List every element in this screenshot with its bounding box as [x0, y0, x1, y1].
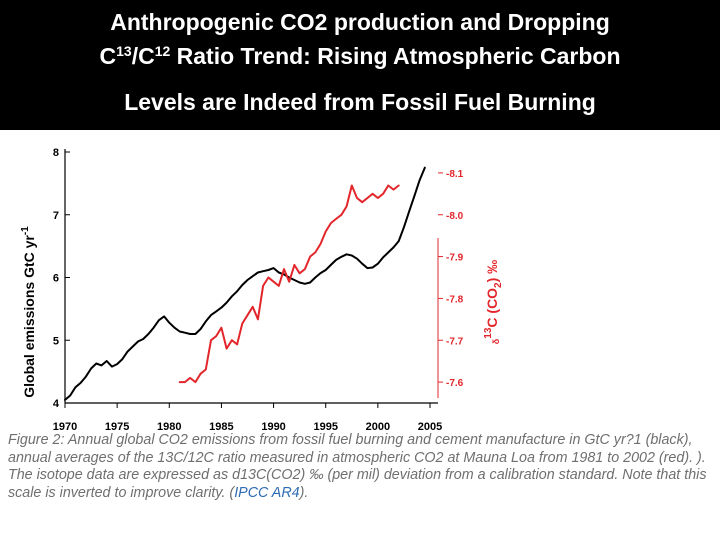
chart-series: [64, 166, 426, 401]
slide-title-line-1: Anthropogenic CO2 production and Droppin…: [110, 9, 610, 35]
x-tick-label-2005: 2005: [418, 421, 442, 430]
x-tick-label-1985: 1985: [209, 421, 233, 430]
caption-link[interactable]: IPCC AR4: [234, 484, 300, 501]
caption-end: ).: [299, 484, 309, 501]
isotope-series-line: [178, 184, 400, 384]
left-tick-label-6: 6: [53, 273, 59, 285]
emissions-series-line: [64, 166, 426, 401]
right-tick-label--7.7: -7.7: [446, 336, 464, 347]
title-sup-12: 12: [154, 43, 171, 59]
x-tick-label-2000: 2000: [366, 421, 390, 430]
x-tick-label-1975: 1975: [105, 421, 129, 430]
title-rest: Ratio Trend: Rising Atmospheric Carbon: [170, 43, 621, 69]
left-tick-label-5: 5: [53, 335, 59, 347]
title-c: C: [99, 43, 117, 69]
right-tick-label--7.8: -7.8: [446, 294, 464, 305]
x-tick-label-1980: 1980: [157, 421, 181, 430]
caption-text: Figure 2: Annual global CO2 emissions fr…: [8, 432, 707, 501]
left-tick-label-4: 4: [53, 398, 60, 410]
right-axis-label: δ13C (CO2) ‰: [483, 260, 504, 344]
right-tick-label--7.9: -7.9: [446, 253, 464, 264]
title-slash-c: /C: [131, 43, 155, 69]
left-tick-label-8: 8: [53, 147, 59, 159]
x-tick-label-1970: 1970: [53, 421, 77, 430]
figure-caption: Figure 2: Annual global CO2 emissions fr…: [8, 432, 714, 502]
right-tick-label--8.0: -8.0: [446, 211, 464, 222]
slide-header: Anthropogenic CO2 production and Droppin…: [0, 0, 720, 130]
right-tick-label--8.1: -8.1: [446, 169, 464, 180]
chart-labels: Global emissions GtC yr-1 δ13C (CO2) ‰: [20, 226, 504, 398]
slide-title-line-2: C13/C12 Ratio Trend: Rising Atmospheric …: [0, 42, 720, 70]
title-sup-13: 13: [116, 43, 132, 59]
x-tick-label-1990: 1990: [261, 421, 285, 430]
chart-axes: 4 5 6 7 8 1970 1975 1980 1985 1990 1995 2000 2005 -8.…: [53, 147, 464, 430]
slide-title-line-3: Levels are Indeed from Fossil Fuel Burni…: [124, 89, 596, 115]
left-tick-label-7: 7: [53, 210, 59, 222]
x-tick-label-1995: 1995: [313, 421, 337, 430]
left-axis-label: Global emissions GtC yr-1: [20, 226, 37, 398]
right-tick-label--7.6: -7.6: [446, 378, 464, 389]
emissions-isotope-chart: 4 5 6 7 8 1970 1975 1980 1985 1990 1995 2000 2005 -8.…: [20, 147, 504, 430]
